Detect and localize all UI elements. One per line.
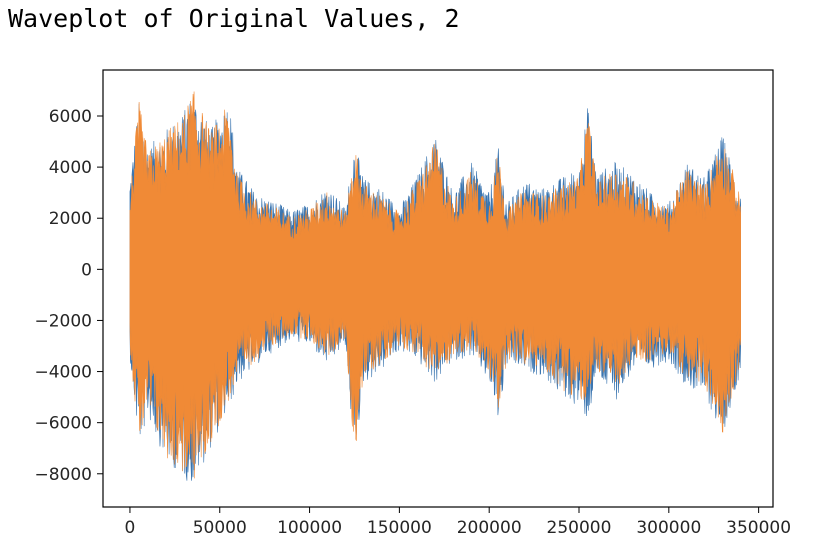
y-tick-label: 0 bbox=[81, 260, 92, 280]
y-tick-label: −2000 bbox=[34, 311, 92, 331]
x-tick-label: 350000 bbox=[726, 518, 791, 538]
tick-layer: 0 50000 100000 150000 200000 250000 300000 3500… bbox=[34, 107, 791, 538]
page-title: Waveplot of Original Values, 2 bbox=[8, 4, 460, 33]
series-2-wave bbox=[129, 91, 741, 479]
data-layer bbox=[129, 91, 741, 481]
x-tick-label: 300000 bbox=[636, 518, 701, 538]
y-tick-label: −8000 bbox=[34, 465, 92, 485]
x-tick-label: 150000 bbox=[367, 518, 432, 538]
y-tick-label: −6000 bbox=[34, 414, 92, 434]
x-tick-label: 250000 bbox=[547, 518, 612, 538]
x-tick-label: 50000 bbox=[193, 518, 247, 538]
x-tick-label: 0 bbox=[125, 518, 136, 538]
x-tick-label: 200000 bbox=[457, 518, 522, 538]
y-tick-label: 2000 bbox=[49, 209, 92, 229]
axes-frame bbox=[102, 69, 774, 508]
y-tick-label: 6000 bbox=[49, 107, 92, 127]
x-tick-label: 100000 bbox=[277, 518, 342, 538]
y-tick-label: 4000 bbox=[49, 158, 92, 178]
y-tick-label: −4000 bbox=[34, 363, 92, 383]
